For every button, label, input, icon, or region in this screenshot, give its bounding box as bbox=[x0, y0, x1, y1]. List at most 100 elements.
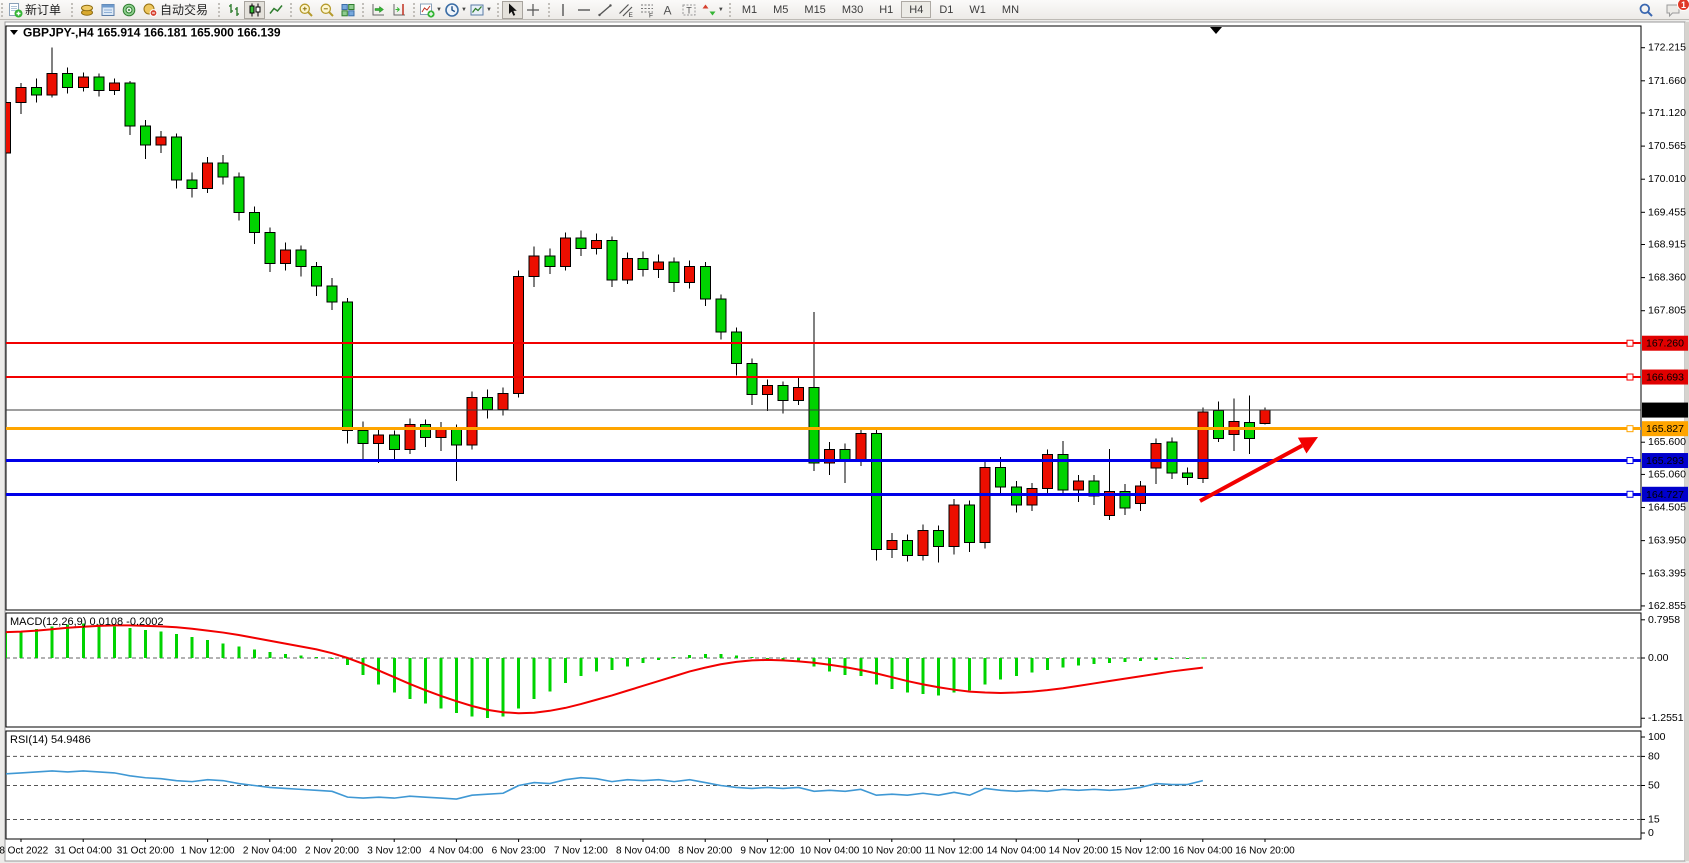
candle-body bbox=[1026, 488, 1038, 506]
chart-shift-button[interactable] bbox=[388, 1, 409, 19]
price-tick-label: 162.855 bbox=[1648, 600, 1686, 612]
candlestick-button[interactable] bbox=[244, 0, 266, 19]
candle-body bbox=[233, 176, 245, 214]
timeframe-h1[interactable]: H1 bbox=[879, 4, 894, 16]
date-label: 11 Nov 12:00 bbox=[925, 846, 984, 857]
autotrade-button[interactable]: 自动交易 bbox=[139, 1, 214, 19]
horizontal-line-button[interactable] bbox=[574, 1, 595, 19]
date-label: 15 Nov 12:00 bbox=[1111, 846, 1171, 857]
price-badge bbox=[1642, 369, 1688, 385]
macd-bar bbox=[143, 630, 147, 658]
timeframe-w1[interactable]: W1 bbox=[969, 4, 986, 16]
trend-arrow[interactable] bbox=[1199, 443, 1304, 503]
timeframe-m1[interactable]: M1 bbox=[741, 4, 758, 16]
candle-body bbox=[1197, 411, 1209, 480]
macd-bar bbox=[392, 658, 396, 693]
hline-handle[interactable] bbox=[1626, 457, 1634, 465]
candle-body bbox=[1181, 472, 1193, 478]
timeframe-mn[interactable]: MN bbox=[1001, 4, 1020, 16]
text-tool-button[interactable]: A bbox=[658, 1, 679, 19]
candle-body bbox=[482, 396, 494, 410]
search-button[interactable] bbox=[1635, 1, 1656, 19]
candle-body bbox=[342, 301, 354, 431]
macd-bar bbox=[19, 631, 23, 658]
candle-body bbox=[1072, 480, 1084, 491]
price-tick-label: 163.950 bbox=[1648, 535, 1686, 547]
macd-bar bbox=[532, 658, 536, 699]
hline-handle[interactable] bbox=[1626, 490, 1634, 498]
macd-bar bbox=[454, 658, 458, 714]
fibonacci-button[interactable]: F bbox=[637, 1, 658, 19]
price-tick-label: 168.360 bbox=[1648, 272, 1686, 284]
rsi-tick-label: 15 bbox=[1648, 813, 1660, 825]
price-tick-label: 171.120 bbox=[1648, 107, 1686, 119]
notification-badge[interactable]: 1 bbox=[1677, 0, 1689, 11]
arrows-tool-button[interactable]: ▼ bbox=[700, 1, 725, 19]
date-label: 2 Nov 20:00 bbox=[305, 846, 359, 857]
candle-body bbox=[124, 82, 136, 127]
macd-bar bbox=[346, 658, 350, 666]
auto-scroll-button[interactable] bbox=[367, 1, 388, 19]
hline-handle[interactable] bbox=[1626, 339, 1634, 347]
dropdown-caret: ▼ bbox=[717, 6, 724, 13]
macd-bar bbox=[1108, 658, 1112, 663]
timeframe-d1[interactable]: D1 bbox=[939, 4, 954, 16]
navigator-button[interactable] bbox=[118, 1, 139, 19]
add-indicator-button[interactable]: ▼ bbox=[418, 1, 443, 19]
candle-body bbox=[948, 504, 960, 548]
candle-body bbox=[513, 275, 525, 394]
candle-body bbox=[746, 362, 758, 396]
candle-body bbox=[155, 136, 167, 146]
candle-body bbox=[419, 423, 431, 438]
macd-bar bbox=[594, 658, 598, 672]
auto-scroll-icon bbox=[372, 3, 384, 15]
hline-handle[interactable] bbox=[1626, 425, 1634, 433]
date-label: 8 Nov 20:00 bbox=[678, 846, 732, 857]
trend-arrow-head[interactable] bbox=[1297, 437, 1318, 454]
candle-body bbox=[1088, 480, 1100, 497]
cursor-button[interactable] bbox=[501, 0, 523, 19]
zoom-out-button[interactable] bbox=[316, 1, 337, 19]
macd-label: MACD(12,26,9) 0.0108 -0.2002 bbox=[10, 616, 163, 628]
date-label: 7 Nov 12:00 bbox=[554, 846, 608, 857]
macd-bar bbox=[190, 636, 194, 658]
candle-body bbox=[870, 432, 882, 551]
macd-bar bbox=[672, 657, 676, 659]
cursor-icon bbox=[509, 3, 518, 16]
timeframe-m30[interactable]: M30 bbox=[841, 4, 864, 16]
equidistant-channel-button[interactable]: E bbox=[616, 1, 637, 19]
toolbar-group-scroll bbox=[361, 0, 412, 20]
bar-chart-button[interactable] bbox=[223, 1, 244, 19]
right-edge-strip bbox=[1685, 22, 1689, 861]
timeframe-h4[interactable]: H4 bbox=[901, 1, 932, 18]
macd-bar bbox=[1092, 658, 1096, 664]
template-button[interactable]: ▼ bbox=[468, 1, 493, 19]
timeframe-m15[interactable]: M15 bbox=[804, 4, 826, 16]
vertical-line-button[interactable] bbox=[553, 1, 574, 19]
macd-bar bbox=[626, 658, 629, 667]
zoom-in-button[interactable] bbox=[295, 1, 316, 19]
trendline-button[interactable] bbox=[595, 1, 616, 19]
macd-bar bbox=[797, 658, 801, 662]
market-watch-button[interactable] bbox=[76, 1, 97, 19]
timeframe-m5[interactable]: M5 bbox=[773, 4, 789, 16]
text-label-button[interactable]: T bbox=[679, 1, 700, 19]
data-window-button[interactable] bbox=[97, 1, 118, 19]
svg-text:A: A bbox=[664, 3, 672, 17]
tile-windows-button[interactable] bbox=[337, 1, 358, 19]
symbol-dropdown-icon[interactable] bbox=[10, 30, 18, 35]
price-badge-value: 164.727 bbox=[1646, 489, 1684, 501]
new-order-button[interactable]: 新订单 bbox=[4, 1, 67, 19]
rsi-line bbox=[6, 770, 1204, 800]
scroll-marker-icon[interactable] bbox=[1210, 27, 1222, 34]
new-order-label: 新订单 bbox=[25, 3, 62, 17]
candle-body bbox=[1259, 409, 1271, 424]
periods-button[interactable]: ▼ bbox=[443, 1, 468, 19]
line-chart-button[interactable] bbox=[265, 1, 286, 19]
crosshair-button[interactable] bbox=[523, 1, 544, 19]
toolbar-group-windows: 自动交易 bbox=[70, 0, 217, 20]
candle-body bbox=[653, 261, 665, 270]
candle-body bbox=[761, 385, 773, 396]
hline-handle[interactable] bbox=[1626, 373, 1634, 381]
